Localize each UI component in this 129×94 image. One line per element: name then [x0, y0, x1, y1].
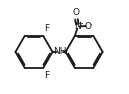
- Text: F: F: [44, 71, 49, 80]
- Text: NH: NH: [53, 47, 66, 56]
- Text: F: F: [44, 24, 49, 33]
- Text: N: N: [74, 22, 81, 31]
- Text: +: +: [77, 21, 83, 27]
- Text: O: O: [73, 8, 80, 17]
- Text: -: -: [90, 21, 92, 27]
- Text: O: O: [84, 22, 91, 31]
